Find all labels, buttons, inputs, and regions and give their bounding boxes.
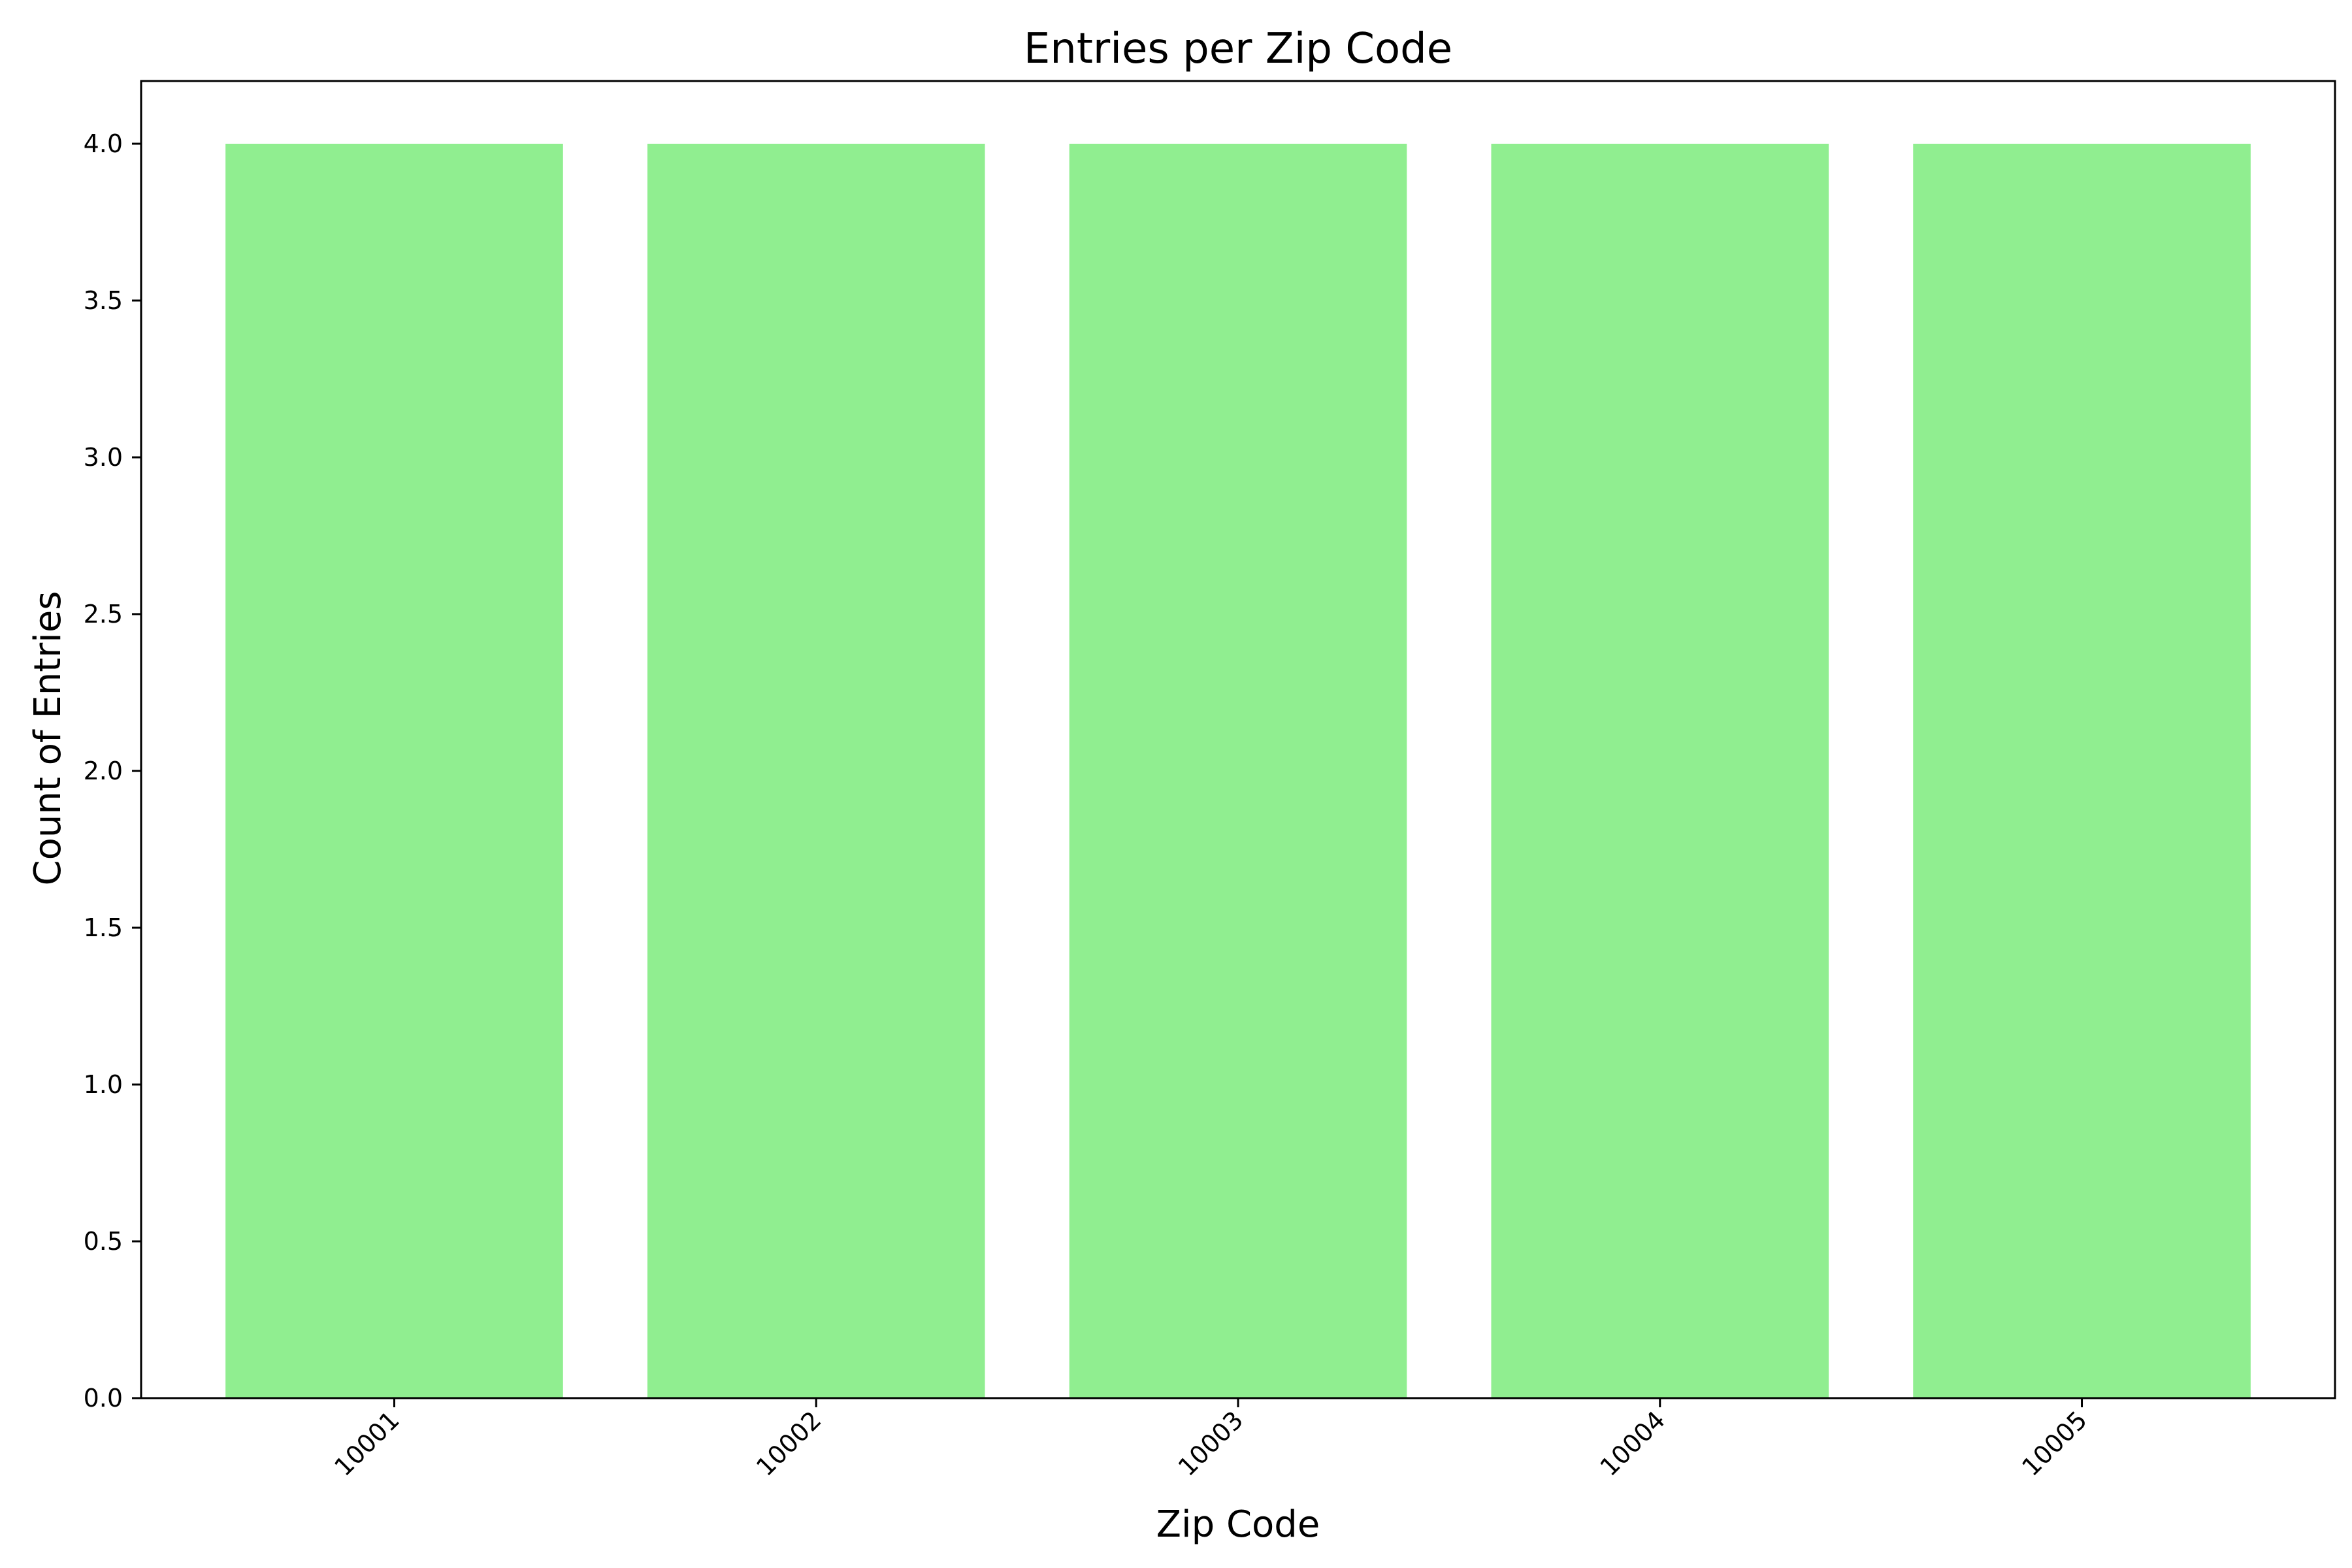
y-tick-label: 3.5 xyxy=(84,286,123,315)
bar-10004 xyxy=(1491,144,1829,1398)
y-tick-label: 0.0 xyxy=(84,1384,123,1413)
y-axis: 0.0 0.5 1.0 1.5 2.0 2.5 3.0 3.5 4.0 xyxy=(84,129,141,1413)
y-tick-label: 1.5 xyxy=(84,913,123,942)
chart-title: Entries per Zip Code xyxy=(1024,25,1452,73)
y-tick-label: 2.0 xyxy=(84,757,123,785)
bar-10005 xyxy=(1913,144,2251,1398)
y-axis-title: Count of Entries xyxy=(27,591,69,886)
y-tick-label: 1.0 xyxy=(84,1070,123,1099)
bar-10003 xyxy=(1069,144,1407,1398)
y-tick-label: 3.0 xyxy=(84,443,123,472)
y-tick-label: 4.0 xyxy=(84,129,123,158)
x-axis-title: Zip Code xyxy=(1156,1503,1320,1546)
bar-10002 xyxy=(647,144,985,1398)
y-tick-label: 0.5 xyxy=(84,1227,123,1256)
bar-10001 xyxy=(225,144,563,1398)
y-tick-label: 2.5 xyxy=(84,600,123,629)
plot-area xyxy=(140,80,2336,1399)
bar-series xyxy=(225,144,2251,1398)
